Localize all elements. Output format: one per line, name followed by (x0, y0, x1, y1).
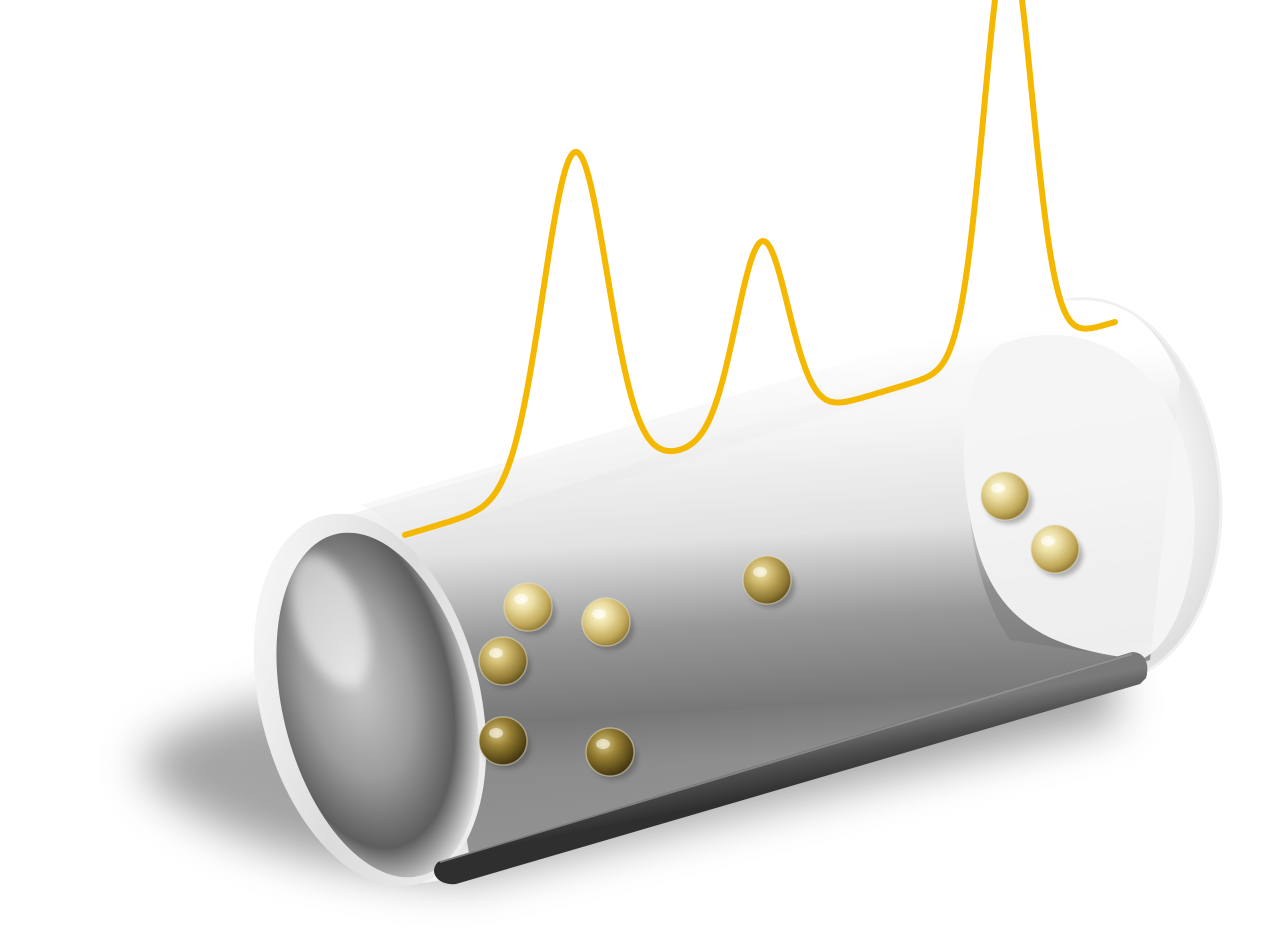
tube-bottom-rail (434, 652, 1148, 885)
tube-top-rim (360, 299, 1120, 545)
sphere-particle-icon (503, 582, 553, 632)
particle-1-highlight (514, 594, 528, 604)
sphere-particle-icon (581, 597, 631, 647)
sphere-particle-icon (742, 555, 792, 605)
particle-4-highlight (753, 567, 767, 577)
sphere-particle-icon (585, 727, 635, 777)
particle-2-highlight (592, 609, 606, 619)
sphere-particle-icon (1030, 524, 1080, 574)
particle-6-highlight (596, 739, 610, 749)
tube-far-opening (963, 334, 1195, 660)
cylinder-tube-icon (253, 297, 1223, 887)
particles (478, 471, 1083, 780)
particle-outlet-1-highlight (991, 483, 1005, 493)
particle-outlet-2-highlight (1041, 536, 1055, 546)
sphere-particle-icon (980, 471, 1030, 521)
peak-trace-icon (402, 0, 1118, 538)
particle-3-highlight (489, 648, 503, 658)
particle-5-highlight (489, 728, 503, 738)
tube-near-end (253, 513, 487, 887)
sphere-particle-icon (478, 636, 528, 686)
sphere-particle-icon (478, 716, 528, 766)
